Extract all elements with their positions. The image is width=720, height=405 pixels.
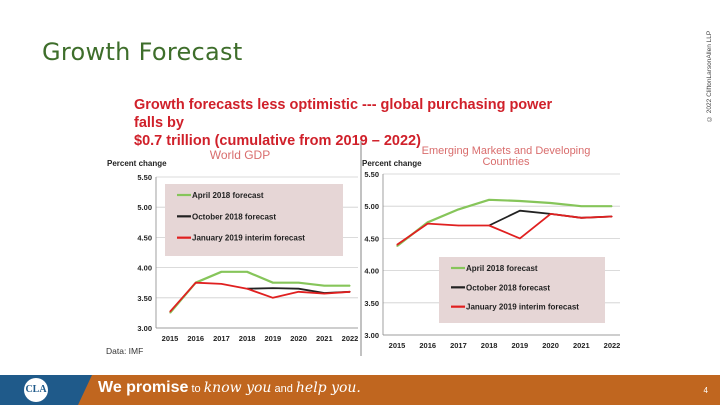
x-tick-label: 2019 [512, 341, 529, 350]
chart-title: Emerging Markets and Developing Countries [422, 145, 591, 168]
charts-area: Data: IMF 3.00 3.50 4.00 4.50 5.00 5.50 2015 20… [106, 141, 620, 356]
y-tick-label: 5.00 [364, 202, 379, 211]
legend-box [439, 257, 605, 323]
legend-label: October 2018 forecast [192, 212, 276, 221]
tagline-to: to [188, 383, 204, 395]
data-point [195, 282, 197, 284]
data-point [272, 297, 274, 299]
data-source: Data: IMF [106, 346, 143, 356]
x-tick-label: 2017 [213, 334, 230, 343]
legend-label: October 2018 forecast [466, 283, 550, 292]
data-point [349, 285, 351, 287]
x-tick-label: 2017 [450, 341, 467, 350]
y-tick-label: 4.50 [364, 234, 379, 243]
legend-label: January 2019 interim forecast [192, 234, 305, 243]
data-point [396, 244, 398, 246]
chart-title: World GDP [210, 148, 270, 162]
data-point [580, 217, 582, 219]
headline-line-2: $0.7 trillion (cumulative from 2019 – 20… [134, 133, 421, 149]
data-point [519, 210, 521, 212]
footer-tagline: We promise to know you and help you. [98, 379, 361, 397]
data-point [272, 282, 274, 284]
footer-bar [0, 375, 720, 405]
data-point [611, 205, 613, 207]
data-point [246, 288, 248, 290]
data-point [580, 205, 582, 207]
x-tick-label: 2018 [481, 341, 498, 350]
data-point [297, 288, 300, 290]
chart-world-gdp: 3.00 3.50 4.00 4.50 5.00 5.50 2015 2016 2017 2018… [107, 148, 358, 343]
legend-box [165, 184, 343, 256]
tagline-know-you: know you [203, 380, 272, 396]
data-point [246, 271, 248, 273]
data-point [297, 282, 300, 284]
series-line [169, 281, 351, 313]
legend-label: April 2018 forecast [466, 264, 538, 273]
series-line [396, 212, 613, 246]
y-tick-label: 5.50 [364, 170, 379, 179]
data-point [323, 292, 325, 295]
data-point [488, 224, 490, 227]
tagline-help-you: help you. [295, 380, 361, 396]
y-tick-label: 5.00 [137, 203, 152, 212]
y-tick-label: 3.00 [137, 324, 152, 333]
chart-headline: Growth forecasts less optimistic --- glo… [134, 96, 574, 150]
data-point [519, 237, 521, 239]
cla-logo: CLA [24, 378, 48, 402]
x-tick-label: 2016 [419, 341, 436, 350]
x-tick-label: 2022 [604, 341, 621, 350]
data-point [427, 221, 429, 223]
x-tick-label: 2021 [573, 341, 590, 350]
data-point [349, 291, 351, 293]
legend-label: January 2019 interim forecast [466, 303, 579, 312]
x-tick-label: 2018 [239, 334, 256, 343]
data-point [169, 312, 171, 314]
data-point [297, 291, 300, 293]
data-point [611, 215, 613, 218]
x-tick-label: 2016 [187, 334, 204, 343]
legend-label: April 2018 forecast [192, 191, 264, 200]
data-point [457, 208, 460, 211]
data-point [457, 224, 460, 227]
headline-line-1: Growth forecasts less optimistic --- glo… [134, 97, 553, 131]
data-point [272, 287, 274, 289]
y-tick-label: 4.00 [137, 264, 152, 273]
series-line [396, 198, 612, 247]
data-point [220, 283, 223, 285]
data-point [549, 202, 552, 204]
y-tick-label: 3.00 [364, 331, 379, 340]
data-point [427, 222, 429, 225]
tagline-promise: We promise [98, 379, 189, 396]
x-tick-label: 2015 [162, 334, 179, 343]
x-tick-label: 2022 [342, 334, 359, 343]
y-axis-label: Percent change [362, 159, 422, 168]
x-tick-label: 2021 [316, 334, 333, 343]
x-tick-label: 2020 [290, 334, 307, 343]
y-axis-label: Percent change [107, 159, 167, 168]
data-point [519, 200, 521, 202]
data-point [169, 311, 171, 313]
y-tick-label: 4.00 [364, 267, 379, 276]
slide-title: Growth Forecast [42, 38, 243, 66]
page-number: 4 [703, 386, 708, 395]
data-point [488, 199, 490, 201]
x-tick-label: 2015 [389, 341, 406, 350]
data-point [323, 285, 325, 287]
y-tick-label: 3.50 [364, 299, 379, 308]
data-point [396, 245, 398, 247]
y-tick-label: 3.50 [137, 294, 152, 303]
tagline-and: and [271, 383, 296, 395]
x-tick-label: 2020 [542, 341, 559, 350]
series-line [169, 270, 350, 314]
data-point [220, 271, 223, 273]
x-tick-label: 2019 [265, 334, 282, 343]
y-tick-label: 4.50 [137, 233, 152, 242]
chart-emerging-markets: 3.00 3.50 4.00 4.50 5.00 5.50 2015 2016 2017 2018… [362, 145, 620, 350]
y-tick-label: 5.50 [137, 173, 152, 182]
data-point [549, 213, 552, 215]
